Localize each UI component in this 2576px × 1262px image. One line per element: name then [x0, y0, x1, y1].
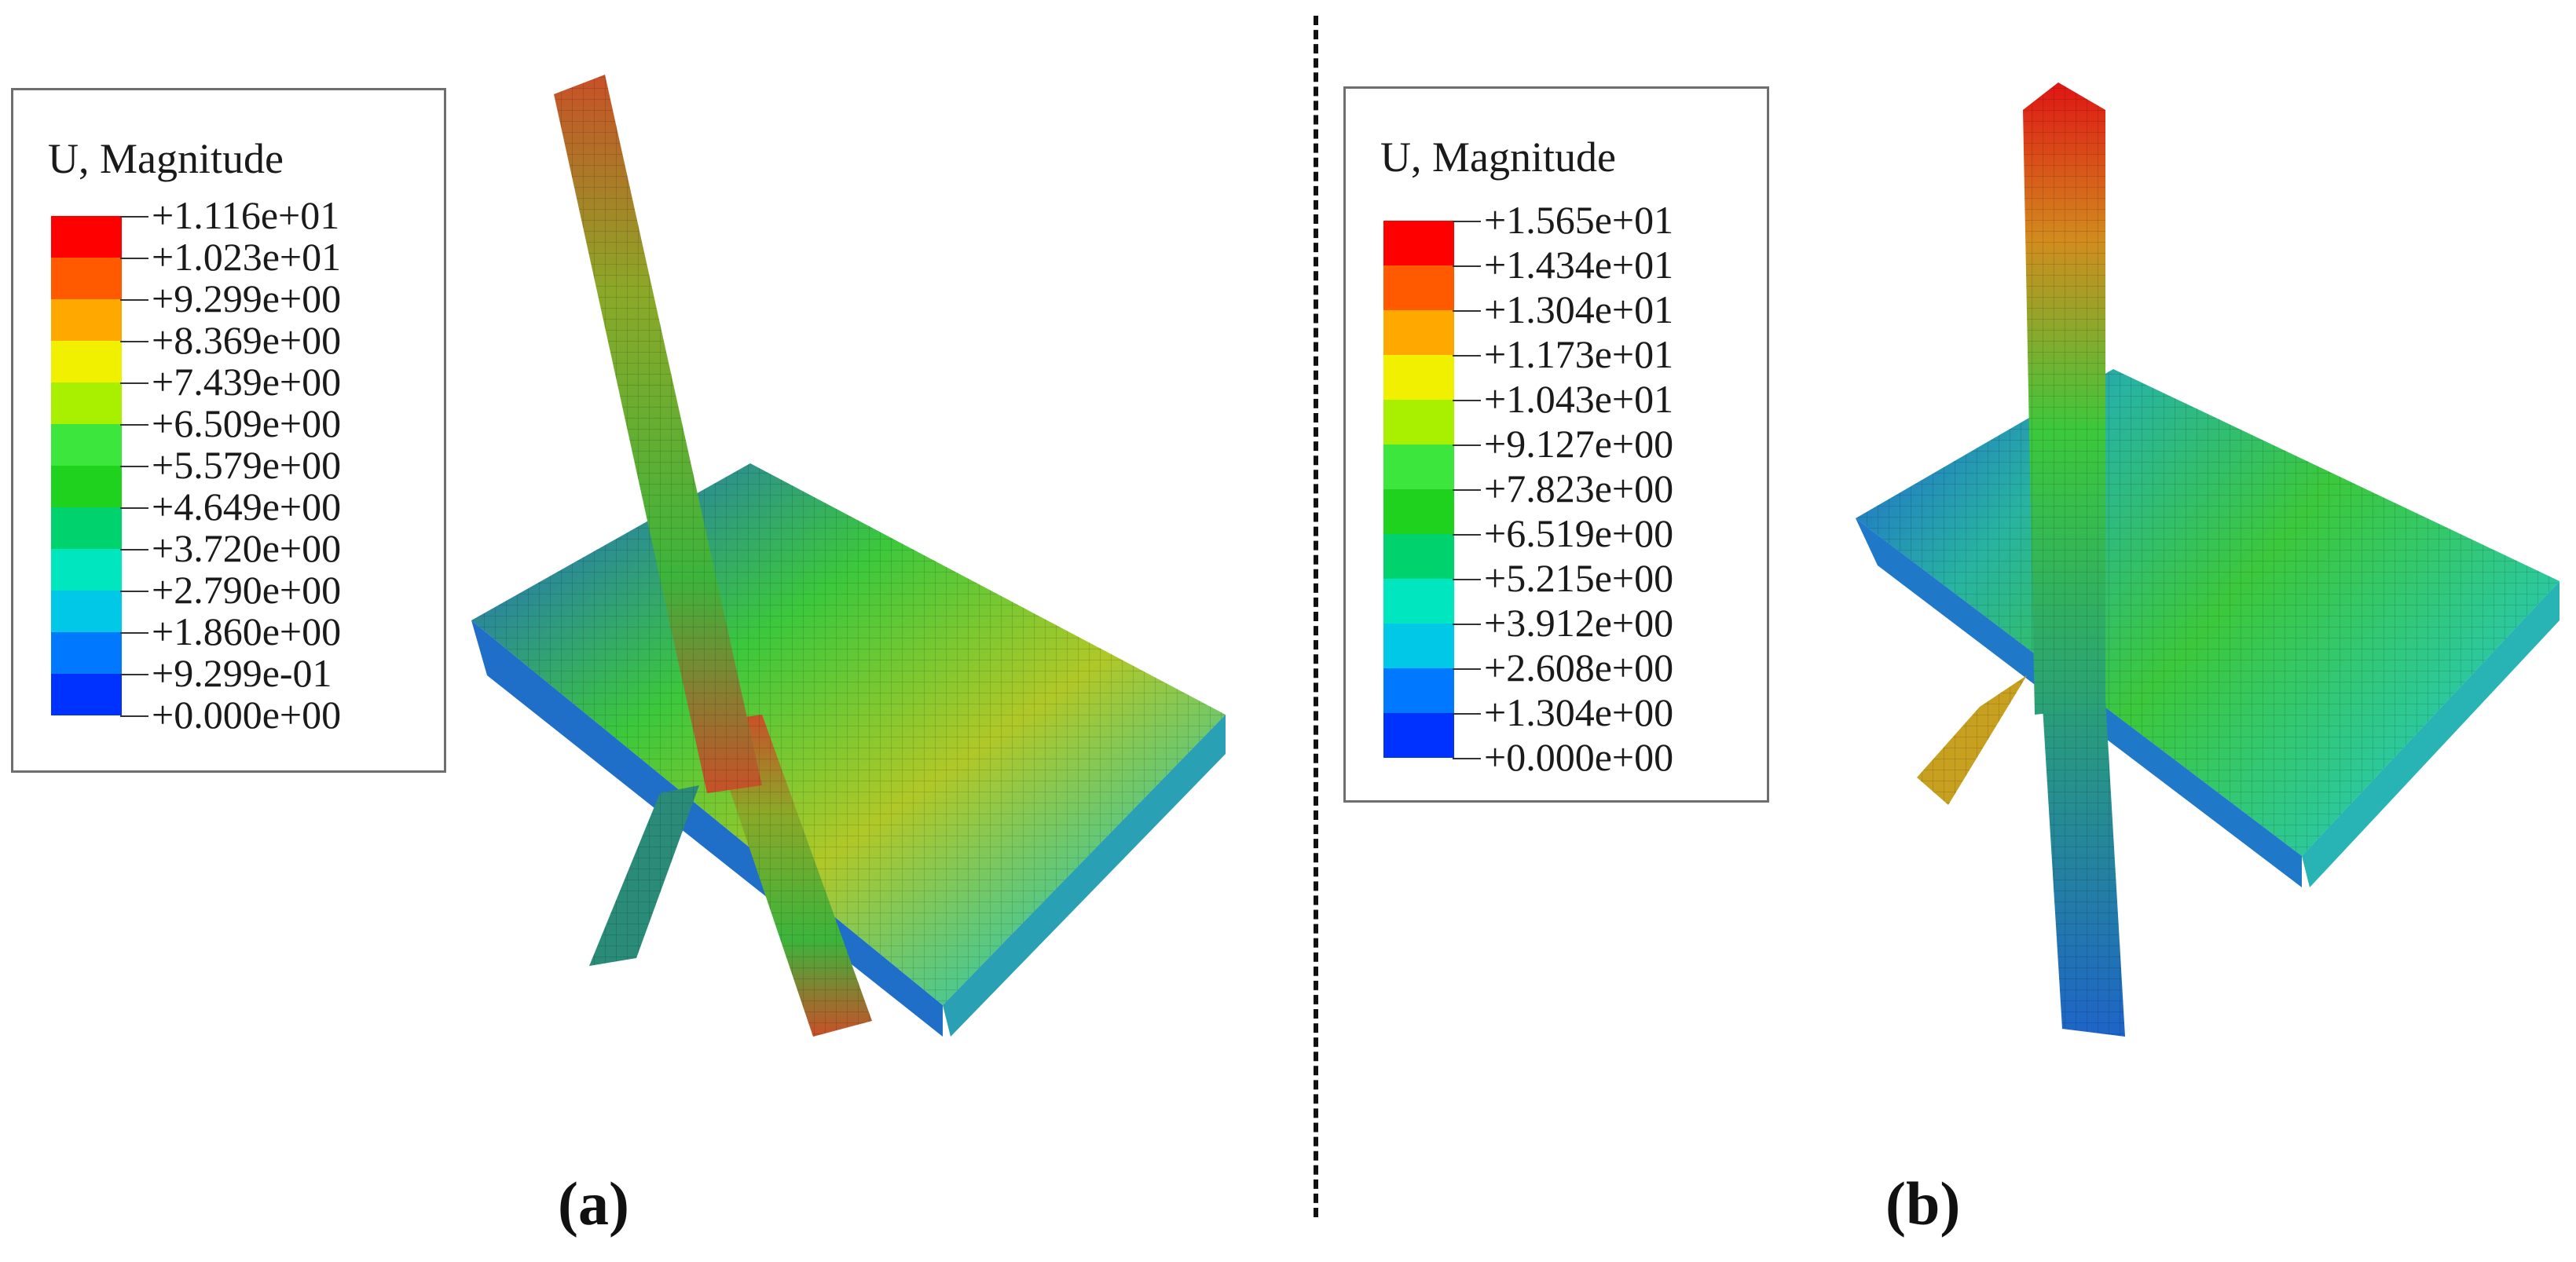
- legend-value-label: +1.434e+01: [1484, 243, 1674, 287]
- legend-tick: [1453, 310, 1481, 312]
- caption-a: (a): [558, 1169, 629, 1238]
- legend-value-label: +3.720e+00: [152, 526, 342, 570]
- legend-tick: [120, 632, 148, 634]
- legend-value-label: +1.565e+01: [1484, 198, 1674, 242]
- legend-value-label: +6.509e+00: [152, 401, 342, 445]
- color-swatch: [51, 299, 122, 341]
- legend-value-label: +1.116e+01: [152, 193, 340, 237]
- legend-tick: [1453, 713, 1481, 715]
- color-swatch: [1383, 400, 1454, 444]
- legend-tick: [120, 216, 148, 218]
- panel-b: U, Magnitude +1.565e+01 +1.434e+01 +1.304e…: [1328, 0, 2576, 1262]
- legend-title: U, Magnitude: [1380, 134, 1616, 181]
- color-swatch: [1383, 444, 1454, 489]
- color-swatch: [51, 466, 122, 507]
- color-swatch: [1383, 624, 1454, 668]
- color-swatch: [51, 591, 122, 632]
- legend-title: U, Magnitude: [48, 135, 284, 182]
- legend-tick: [120, 591, 148, 592]
- legend-value-label: +2.608e+00: [1484, 646, 1674, 690]
- legend-tick: [1453, 534, 1481, 536]
- color-swatch: [51, 258, 122, 299]
- legend-tick: [1453, 579, 1481, 580]
- legend-tick: [120, 258, 148, 259]
- color-swatch: [1383, 668, 1454, 713]
- legend-tick: [1453, 265, 1481, 267]
- legend-value-label: +3.912e+00: [1484, 601, 1674, 645]
- color-swatch: [51, 216, 122, 258]
- legend-tick: [1453, 444, 1481, 446]
- legend-tick: [1453, 668, 1481, 670]
- caption-b: (b): [1885, 1169, 1961, 1238]
- legend-value-label: +1.304e+00: [1484, 690, 1674, 734]
- fe-model-render-b: [1856, 82, 2560, 1037]
- legend-b: U, Magnitude +1.565e+01 +1.434e+01 +1.304e…: [1343, 86, 1769, 803]
- legend-tick: [120, 424, 148, 426]
- fe-model-render-a: [471, 75, 1226, 1037]
- legend-value-label: +9.299e+00: [152, 276, 342, 320]
- legend-tick: [120, 299, 148, 301]
- legend-value-label: +5.579e+00: [152, 443, 342, 487]
- legend-tick: [1453, 221, 1481, 222]
- legend-tick: [1453, 624, 1481, 625]
- legend-tick: [120, 382, 148, 384]
- panel-a: U, Magnitude +1.116e+01 +1.023e+01 +9.299e…: [0, 0, 1257, 1262]
- color-swatch: [51, 382, 122, 424]
- legend-value-label: +1.043e+01: [1484, 377, 1674, 421]
- legend-value-label: +7.823e+00: [1484, 466, 1674, 510]
- color-swatch: [1383, 265, 1454, 310]
- color-swatch: [1383, 489, 1454, 534]
- legend-tick: [1453, 489, 1481, 491]
- color-swatch: [1383, 310, 1454, 355]
- legend-value-label: +9.127e+00: [1484, 422, 1674, 466]
- legend-tick: [120, 549, 148, 551]
- dashed-divider: [1314, 16, 1318, 1217]
- legend-tick: [120, 507, 148, 509]
- legend-tick: [120, 341, 148, 342]
- color-swatch: [1383, 713, 1454, 758]
- legend-value-label: +4.649e+00: [152, 485, 342, 529]
- color-swatch: [51, 424, 122, 466]
- legend-value-label: +1.304e+01: [1484, 287, 1674, 331]
- legend-value-label: +0.000e+00: [152, 693, 342, 737]
- legend-value-label: +1.173e+01: [1484, 332, 1674, 376]
- legend-value-label: +0.000e+00: [1484, 735, 1674, 779]
- legend-value-label: +9.299e-01: [152, 651, 332, 695]
- legend-value-label: +1.860e+00: [152, 609, 342, 653]
- legend-value-label: +8.369e+00: [152, 318, 342, 362]
- legend-value-label: +6.519e+00: [1484, 511, 1674, 555]
- color-swatch: [1383, 221, 1454, 265]
- color-swatch: [51, 507, 122, 549]
- color-swatch: [51, 549, 122, 591]
- color-swatch: [51, 341, 122, 382]
- color-swatch: [1383, 579, 1454, 624]
- color-swatch: [1383, 355, 1454, 400]
- legend-tick: [120, 715, 148, 717]
- legend-value-label: +7.439e+00: [152, 360, 342, 404]
- legend-tick: [120, 674, 148, 675]
- legend-tick: [1453, 758, 1481, 759]
- color-swatch: [1383, 534, 1454, 579]
- legend-value-label: +1.023e+01: [152, 235, 342, 279]
- legend-tick: [1453, 355, 1481, 357]
- color-swatch: [51, 632, 122, 674]
- legend-tick: [1453, 400, 1481, 401]
- legend-value-label: +5.215e+00: [1484, 556, 1674, 600]
- legend-tick: [120, 466, 148, 467]
- color-swatch: [51, 674, 122, 715]
- legend-a: U, Magnitude +1.116e+01 +1.023e+01 +9.299e…: [11, 88, 446, 773]
- legend-value-label: +2.790e+00: [152, 568, 342, 612]
